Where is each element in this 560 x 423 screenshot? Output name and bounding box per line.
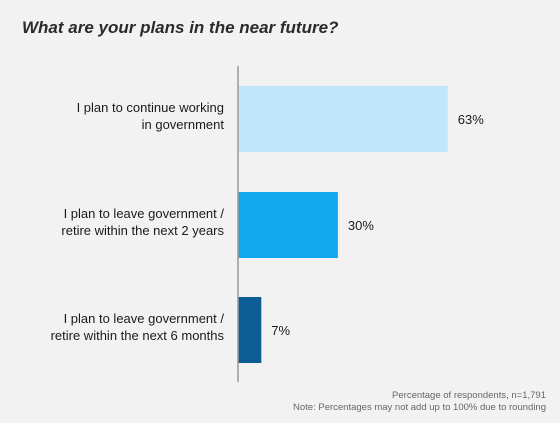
respondents-note: Percentage of respondents, n=1,791 [392,390,546,401]
value-label-2: 30% [348,218,374,233]
value-label-1: 63% [458,112,484,127]
chart-notes: Percentage of respondents, n=1,791 Note:… [293,390,546,414]
bar-3 [238,297,262,363]
bar-1 [238,86,448,152]
rounding-note: Note: Percentages may not add up to 100%… [293,402,546,413]
category-label-3: I plan to leave government / retire withi… [51,311,225,343]
chart-title: What are your plans in the near future? [22,18,339,37]
category-label-2: I plan to leave government / retire withi… [61,206,224,238]
category-label-1: I plan to continue working in government [77,100,225,132]
bar-2 [238,192,338,258]
value-label-3: 7% [271,323,290,338]
